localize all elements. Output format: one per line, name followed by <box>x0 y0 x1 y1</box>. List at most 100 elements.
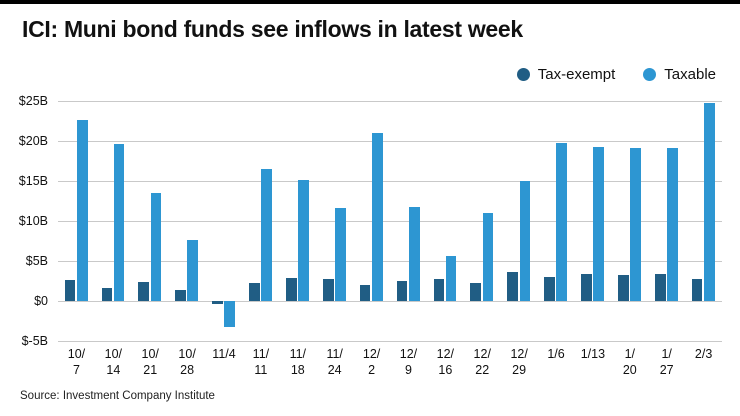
x-tick-line: 11/ <box>289 347 307 361</box>
bar-taxable-12-29 <box>519 181 531 301</box>
gridline-25B <box>58 100 722 102</box>
x-tick-line: 1/ <box>624 347 636 361</box>
bar-taxable-11-11 <box>261 169 272 301</box>
bar-tax-exempt-12-9 <box>396 281 408 301</box>
bar-tax-exempt-11-4 <box>212 301 223 305</box>
x-tick-label-10-14: 10/14 <box>95 347 132 378</box>
gridline--5B <box>58 340 722 342</box>
x-tick-line: 14 <box>106 362 121 377</box>
bar-group-12-22 <box>464 101 501 341</box>
legend-item-tax-exempt: Tax-exempt <box>516 66 616 83</box>
gridline-0 <box>58 300 722 302</box>
x-tick-line: 21 <box>143 362 158 377</box>
bar-taxable-11-18 <box>298 180 309 301</box>
bar-tax-exempt-1-20 <box>617 274 629 301</box>
bar-group-1-27 <box>648 101 685 341</box>
bar-tax-exempt-11-24 <box>322 279 334 301</box>
bar-group-12-9 <box>390 101 427 341</box>
x-tick-label-2-3: 2/3 <box>685 347 722 378</box>
bar-taxable-12-16 <box>445 256 457 301</box>
x-tick-line: 11 <box>254 362 268 377</box>
x-tick-label-12-22: 12/22 <box>464 347 501 378</box>
x-tick-label-12-2: 12/2 <box>353 347 390 378</box>
bar-tax-exempt-12-2 <box>359 285 371 301</box>
bar-taxable-1-27 <box>667 148 678 301</box>
x-tick-line: 10/ <box>178 347 196 361</box>
x-tick-label-1-20: 1/20 <box>611 347 648 378</box>
y-tick-label: $0 <box>34 294 48 308</box>
x-tick-line: 11/ <box>326 347 343 361</box>
x-tick-label-11-24: 11/24 <box>316 347 353 378</box>
x-tick-line: 7 <box>72 362 80 377</box>
bar-group-12-16 <box>427 101 464 341</box>
bar-taxable-11-24 <box>335 208 346 301</box>
x-tick-line: 1/13 <box>580 347 606 361</box>
bar-tax-exempt-12-16 <box>433 279 445 301</box>
x-tick-line: 28 <box>180 362 195 377</box>
x-tick-label-10-21: 10/21 <box>132 347 169 378</box>
x-tick-line: 9 <box>404 362 412 377</box>
bar-group-10-21 <box>132 101 169 341</box>
bar-group-1-6 <box>538 101 575 341</box>
x-tick-line: 2/3 <box>694 347 713 361</box>
x-tick-label-10-7: 10/7 <box>58 347 95 378</box>
bar-taxable-1-6 <box>556 142 568 301</box>
x-tick-line: 1/6 <box>547 347 565 361</box>
x-tick-label-1-6: 1/6 <box>538 347 575 378</box>
bar-taxable-2-3 <box>703 102 715 301</box>
y-tick-label: $25B <box>18 94 48 108</box>
bar-group-10-7 <box>58 101 95 341</box>
bar-taxable-11-4 <box>224 301 236 327</box>
bar-tax-exempt-12-22 <box>470 282 482 301</box>
x-tick-line: 11/ <box>252 347 270 361</box>
bar-group-10-28 <box>169 101 206 341</box>
gridline-10B <box>58 220 722 222</box>
bar-tax-exempt-10-7 <box>64 280 76 301</box>
x-axis: 10/7 10/14 10/21 10/28 11/4 11/11 11/18 11/24 12… <box>58 347 722 378</box>
bar-group-1-13 <box>574 101 611 341</box>
x-tick-label-11-18: 11/18 <box>279 347 316 378</box>
y-tick-label: $20B <box>18 134 48 148</box>
bar-tax-exempt-10-14 <box>101 288 113 301</box>
x-tick-line: 12/ <box>473 347 491 361</box>
y-tick-label: $10B <box>18 214 48 228</box>
bar-taxable-10-28 <box>187 240 199 301</box>
bar-taxable-10-7 <box>76 120 88 301</box>
x-tick-label-1-13: 1/13 <box>574 347 611 378</box>
bar-taxable-1-13 <box>593 146 604 301</box>
bar-tax-exempt-1-27 <box>654 273 666 301</box>
bar-taxable-10-21 <box>150 193 162 301</box>
bar-group-12-2 <box>353 101 390 341</box>
x-tick-line: 11/4 <box>212 347 236 361</box>
source-note: Source: Investment Company Institute <box>20 390 215 402</box>
x-tick-line: 10/ <box>141 347 159 361</box>
bar-tax-exempt-1-13 <box>581 273 592 301</box>
bar-taxable-12-9 <box>408 207 420 301</box>
x-tick-line: 10/ <box>67 347 86 361</box>
legend: Tax-exempt Taxable <box>516 66 716 83</box>
y-tick-label: $-5B <box>21 334 48 348</box>
x-tick-label-11-4: 11/4 <box>206 347 243 378</box>
gridline-5B <box>58 260 722 262</box>
gridline-20B <box>58 140 722 142</box>
bar-taxable-10-14 <box>113 144 125 301</box>
x-tick-label-10-28: 10/28 <box>169 347 206 378</box>
bar-group-10-14 <box>95 101 132 341</box>
bar-tax-exempt-10-21 <box>138 281 150 301</box>
y-tick-label: $15B <box>18 174 48 188</box>
legend-label-tax-exempt: Tax-exempt <box>537 66 616 83</box>
bar-tax-exempt-10-28 <box>175 289 186 301</box>
bar-tax-exempt-12-29 <box>507 272 518 301</box>
x-tick-line: 29 <box>512 362 527 377</box>
x-tick-line: 2 <box>368 362 376 377</box>
x-tick-line: 12/ <box>510 347 528 361</box>
bar-taxable-12-22 <box>482 213 494 301</box>
x-tick-label-11-11: 11/11 <box>242 347 279 378</box>
bar-group-11-11 <box>242 101 279 341</box>
x-tick-line: 27 <box>659 362 674 377</box>
x-tick-label-12-9: 12/9 <box>390 347 427 378</box>
bar-tax-exempt-1-6 <box>544 277 555 301</box>
x-tick-label-1-27: 1/27 <box>648 347 685 378</box>
bar-taxable-12-2 <box>371 133 383 301</box>
